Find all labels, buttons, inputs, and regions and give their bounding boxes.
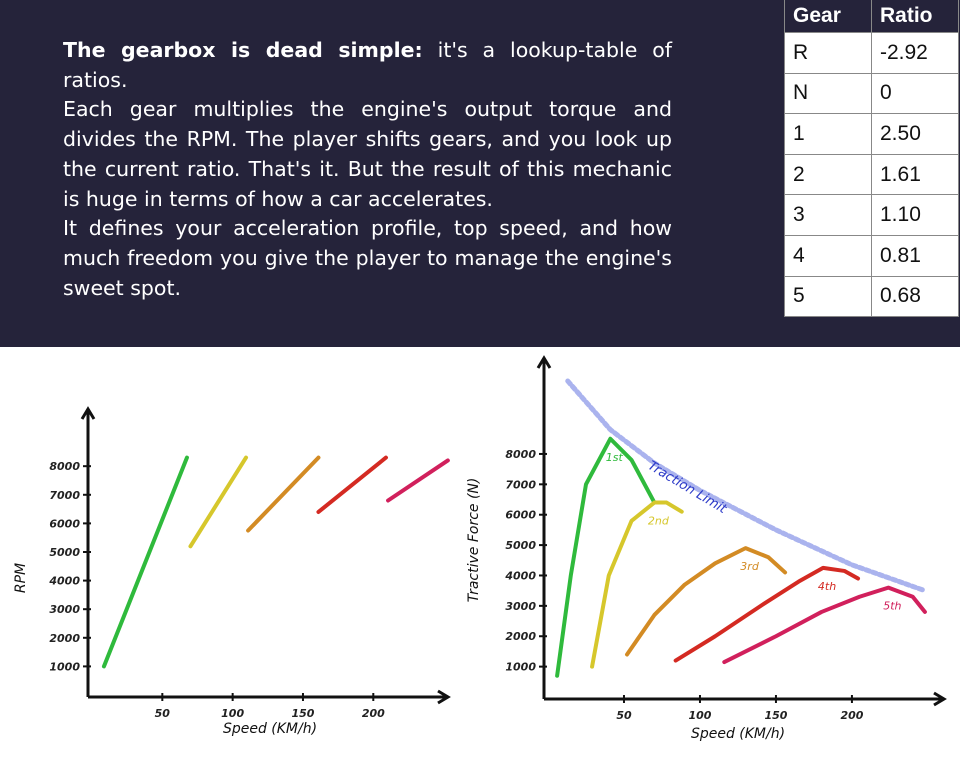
series-label: Traction Limit <box>645 459 730 518</box>
cell: 1 <box>784 113 872 155</box>
y-tick-label: 3000 <box>49 603 80 616</box>
x-tick-label: 200 <box>840 709 863 722</box>
series-line <box>590 500 684 669</box>
x-tick-label: 50 <box>155 707 171 720</box>
series-line <box>246 455 321 533</box>
y-tick-label: 2000 <box>505 630 536 643</box>
series-line <box>673 565 861 663</box>
cell: N <box>784 72 872 115</box>
text-block: The gearbox is dead simple: it's a looku… <box>63 36 672 303</box>
cell: 1.61 <box>871 153 959 196</box>
cell: -2.92 <box>871 32 959 74</box>
y-tick-label: 8000 <box>49 460 80 473</box>
y-tick-label: 5000 <box>49 546 80 559</box>
y-tick-label: 1000 <box>49 660 80 673</box>
cell: 0.68 <box>871 275 959 318</box>
y-axis <box>536 355 552 699</box>
y-tick-label: 3000 <box>505 600 536 613</box>
series-line <box>722 585 927 665</box>
paragraph: Each gear multiplies the engine's output… <box>63 97 672 211</box>
series-line <box>316 455 388 514</box>
cell: R <box>784 32 872 74</box>
y-axis-label: RPM <box>13 563 29 593</box>
series-line <box>625 546 788 657</box>
y-tick-label: 4000 <box>504 569 536 582</box>
series-label: 4th <box>818 580 836 593</box>
header-cell: Ratio <box>871 0 959 33</box>
cell: 5 <box>784 275 872 318</box>
header-row: Gear Ratio <box>784 0 959 33</box>
x-tick-label: 200 <box>362 707 385 720</box>
x-tick-label: 150 <box>291 707 314 720</box>
dark-section: The gearbox is dead simple: it's a looku… <box>0 0 960 347</box>
cell: 1.10 <box>871 194 959 236</box>
y-tick-label: 5000 <box>505 539 536 552</box>
x-axis-label: Speed (KM/h) <box>223 721 317 737</box>
y-tick-label: 1000 <box>505 661 536 674</box>
series-line <box>101 455 189 669</box>
cell: 2.50 <box>871 113 959 155</box>
y-tick-label: 7000 <box>49 489 80 502</box>
y-tick-label: 6000 <box>49 517 80 530</box>
charts: 1000 2000 3000 4000 5000 6000 7000 8000 50 100 150… <box>13 355 947 742</box>
row: 2 1.61 <box>784 153 959 196</box>
x-axis <box>544 691 947 707</box>
cell: 0 <box>871 72 959 115</box>
row: R -2.92 <box>784 32 959 74</box>
paragraph: The gearbox is dead simple: it's a looku… <box>63 36 672 95</box>
y-tick-label: 6000 <box>505 509 536 522</box>
y-axis <box>80 406 96 697</box>
y-tick-label: 8000 <box>505 448 536 461</box>
series-line <box>386 458 450 503</box>
row: 4 0.81 <box>784 234 959 277</box>
x-axis <box>88 689 451 705</box>
series-label: 1st <box>606 451 624 464</box>
series-label: 2nd <box>648 515 670 528</box>
y-axis-label: Tractive Force (N) <box>466 478 482 603</box>
text: it's a lookup-table of ratios. <box>63 38 672 92</box>
x-tick-label: 150 <box>764 709 787 722</box>
cell: 2 <box>784 153 872 196</box>
series-line <box>555 436 657 678</box>
series-line <box>565 378 928 594</box>
y-tick-label: 4000 <box>48 575 80 588</box>
row: 5 0.68 <box>784 275 959 318</box>
y-tick-label: 2000 <box>49 632 80 645</box>
x-tick-label: 100 <box>221 707 244 720</box>
lead: The gearbox is dead simple: <box>63 38 423 62</box>
cell: 4 <box>784 234 872 277</box>
series-label: 5th <box>883 600 901 613</box>
x-tick-label: 50 <box>616 709 632 722</box>
paragraph: It defines your acceleration profile, to… <box>63 216 672 300</box>
y-tick-label: 7000 <box>505 478 536 491</box>
cell: 0.81 <box>871 234 959 277</box>
header-cell: Gear <box>784 0 872 33</box>
cell: 3 <box>784 194 872 236</box>
x-tick-label: 100 <box>688 709 711 722</box>
series-label: 3rd <box>740 560 760 573</box>
row: 3 1.10 <box>784 194 959 236</box>
series-line <box>188 455 249 549</box>
gear-table: Gear Ratio R -2.92 N 0 1 2.50 2 1.61 3 1.10 4 0.81 5 0.… <box>784 0 959 318</box>
x-axis-label: Speed (KM/h) <box>691 726 785 742</box>
row: 1 2.50 <box>784 113 959 155</box>
